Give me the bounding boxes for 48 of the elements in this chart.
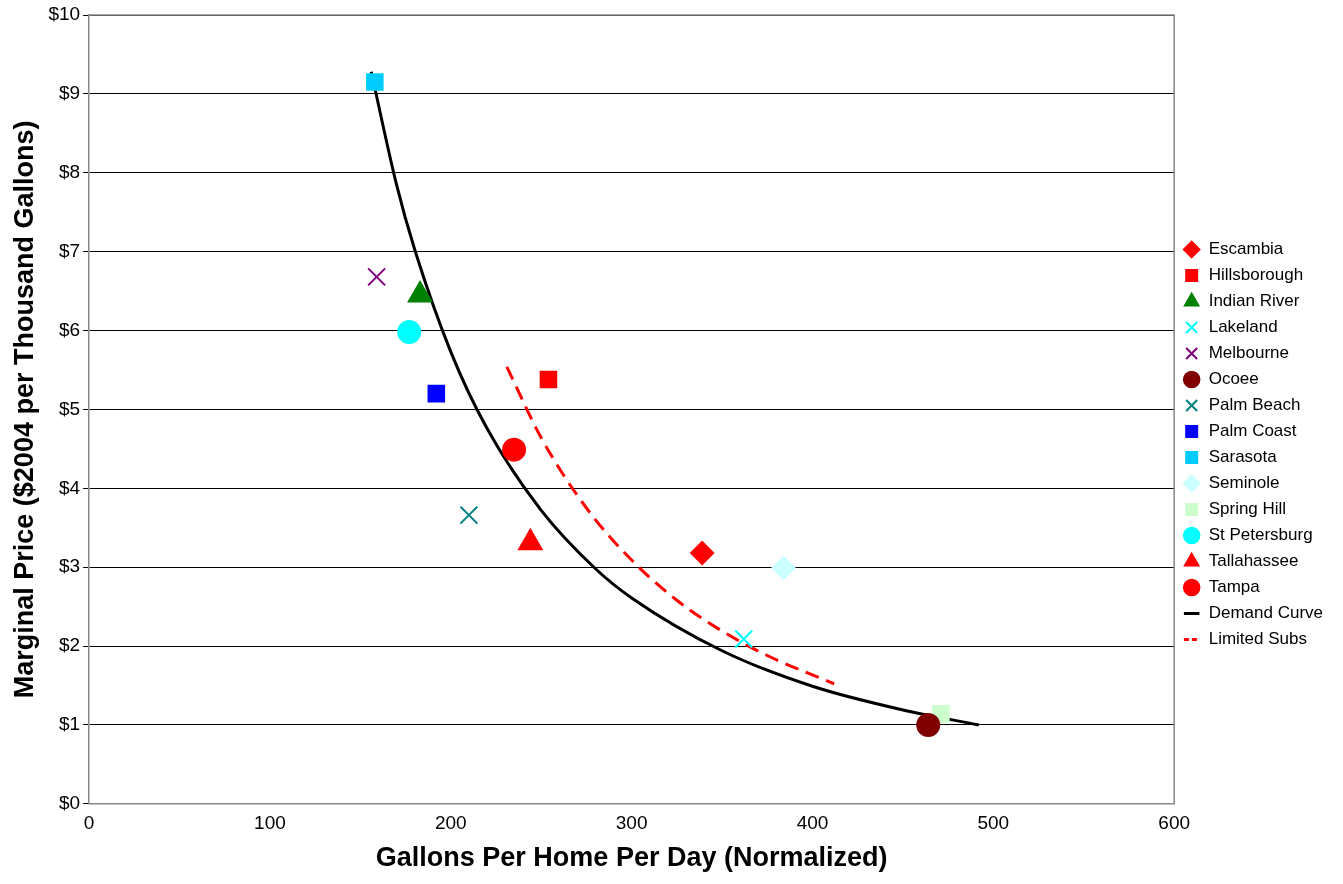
point bbox=[734, 629, 754, 649]
point bbox=[427, 384, 446, 403]
y-tick-label: $7 bbox=[58, 239, 81, 261]
x-tick-label: 300 bbox=[615, 812, 648, 834]
legend-label: Palm Coast bbox=[1208, 421, 1297, 441]
legend-label: Tampa bbox=[1208, 577, 1261, 597]
point bbox=[771, 555, 796, 580]
legend-label: Seminole bbox=[1208, 473, 1280, 493]
y-tick-label: $2 bbox=[58, 634, 81, 656]
x-tick-label: 500 bbox=[977, 812, 1010, 834]
legend-label: Ocoee bbox=[1208, 369, 1259, 389]
point bbox=[459, 505, 479, 525]
legend-label: Melbourne bbox=[1208, 343, 1289, 363]
x-tick-label: 200 bbox=[434, 812, 467, 834]
y-axis-title: Marginal Price ($2004 per Thousand Gallons) bbox=[8, 120, 39, 699]
x-axis-title: Gallons Per Home Per Day (Normalized) bbox=[375, 842, 888, 873]
point bbox=[366, 73, 384, 91]
point bbox=[397, 320, 422, 345]
legend-label: Indian River bbox=[1208, 291, 1300, 311]
x-tick-label: 0 bbox=[83, 812, 95, 834]
legend-label: St Petersburg bbox=[1208, 525, 1313, 545]
x-tick-label: 600 bbox=[1158, 812, 1191, 834]
y-tick-label: $9 bbox=[58, 82, 81, 104]
point bbox=[916, 712, 941, 737]
point bbox=[502, 437, 527, 462]
legend-label: Lakeland bbox=[1208, 317, 1278, 337]
y-tick-label: $10 bbox=[48, 3, 81, 25]
y-tick-label: $4 bbox=[58, 476, 81, 498]
point bbox=[367, 267, 387, 287]
legend-label: Limited Subs bbox=[1208, 629, 1307, 649]
point bbox=[539, 370, 558, 389]
legend-label: Spring Hill bbox=[1208, 499, 1287, 519]
legend-label: Escambia bbox=[1208, 239, 1284, 259]
y-tick-label: $6 bbox=[58, 318, 81, 340]
legend-label: Sarasota bbox=[1208, 447, 1278, 467]
point bbox=[690, 540, 715, 565]
y-tick-label: $0 bbox=[58, 792, 81, 814]
y-tick-label: $1 bbox=[58, 713, 81, 735]
legend-label: Tallahassee bbox=[1208, 551, 1299, 571]
y-tick-label: $8 bbox=[58, 160, 81, 182]
x-tick-label: 400 bbox=[796, 812, 829, 834]
legend-label: Hillsborough bbox=[1208, 265, 1304, 285]
line-series bbox=[505, 365, 836, 686]
x-tick-label: 100 bbox=[254, 812, 286, 834]
legend-label: Demand Curve bbox=[1208, 603, 1323, 623]
y-tick-label: $5 bbox=[58, 397, 81, 419]
y-tick-label: $3 bbox=[58, 555, 81, 577]
legend-label: Palm Beach bbox=[1208, 395, 1301, 415]
